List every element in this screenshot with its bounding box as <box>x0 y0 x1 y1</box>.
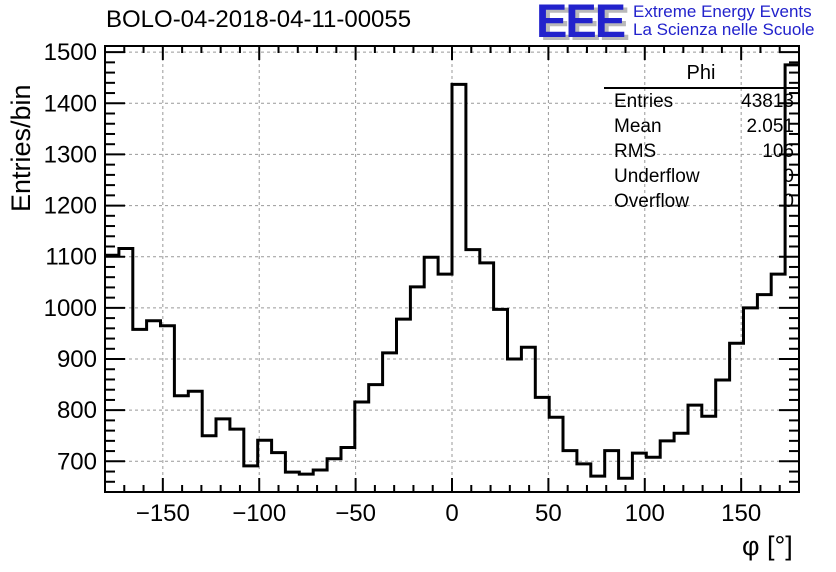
y-tick-label: 1500 <box>44 39 97 66</box>
x-tick-label: 50 <box>535 500 562 527</box>
stats-row-label: RMS <box>614 141 657 162</box>
y-tick-label: 1400 <box>44 90 97 117</box>
stats-row: RMS 106 <box>604 139 798 164</box>
y-tick-label: 1200 <box>44 193 97 220</box>
stats-title: Phi <box>604 62 798 89</box>
stats-row: Entries 43813 <box>604 89 798 114</box>
stats-rows: Entries 43813 Mean 2.051 RMS 106 Underflow 0 Ove… <box>604 89 798 214</box>
histogram-line <box>105 63 799 480</box>
y-tick-label: 800 <box>57 397 97 424</box>
y-tick-label: 1000 <box>44 295 97 322</box>
stats-row-label: Underflow <box>614 166 700 187</box>
stats-row-value: 2.051 <box>746 116 794 137</box>
x-axis-label: φ [°] <box>742 531 793 561</box>
stats-row-label: Mean <box>614 116 662 137</box>
x-tick-label: 150 <box>721 500 761 527</box>
stats-row: Underflow 0 <box>604 164 798 189</box>
y-tick-label: 1100 <box>45 244 97 271</box>
eee-logo-line1: Extreme Energy Events <box>633 2 812 21</box>
y-axis-label: Entries/bin <box>6 84 36 212</box>
plot-title: BOLO-04-2018-04-11-00055 <box>106 6 412 33</box>
stats-row-value: 43813 <box>741 91 794 112</box>
eee-logo-line2: La Scienza nelle Scuole <box>633 20 815 39</box>
eee-logo-acronym: EEE <box>536 0 626 47</box>
stats-row: Overflow 0 <box>604 189 798 214</box>
x-tick-label: 100 <box>625 500 665 527</box>
eee-logo-text: Extreme Energy Events La Scienza nelle S… <box>633 3 814 39</box>
stats-row-label: Entries <box>614 91 674 112</box>
x-tick-label: −50 <box>335 500 376 527</box>
y-tick-label: 1300 <box>44 141 97 168</box>
stats-row-label: Overflow <box>614 191 689 212</box>
stats-row: Mean 2.051 <box>604 114 798 139</box>
x-tick-label: −150 <box>136 500 190 527</box>
stats-row-value: 106 <box>762 141 794 162</box>
stats-row-value: 0 <box>783 191 794 212</box>
eee-logo: EEE Extreme Energy Events La Scienza nel… <box>536 0 815 47</box>
x-tick-label: −100 <box>232 500 286 527</box>
stats-row-value: 0 <box>783 166 794 187</box>
y-tick-label: 700 <box>57 448 97 475</box>
y-tick-label: 900 <box>57 346 97 373</box>
x-tick-label: 0 <box>445 500 458 527</box>
stats-box: Phi Entries 43813 Mean 2.051 RMS 106 Underflow… <box>604 62 798 214</box>
